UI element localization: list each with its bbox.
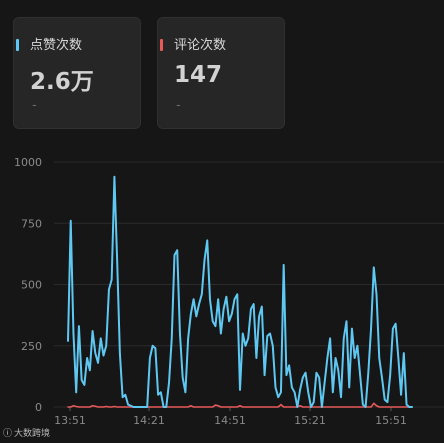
likes-color-marker: [16, 39, 19, 51]
y-tick-label: 1000: [14, 156, 42, 169]
watermark: ⓘ 大数跨境: [3, 426, 50, 439]
likes-stat-card: 点赞次数 2.6万 -: [13, 17, 141, 129]
y-tick-label: 750: [21, 217, 42, 230]
y-tick-label: 250: [21, 340, 42, 353]
comments-value: 147: [174, 62, 223, 88]
chart-series: [67, 175, 413, 408]
chart-grid: [54, 161, 444, 408]
x-tick-label: 14:21: [133, 414, 165, 427]
y-tick-label: 500: [21, 279, 42, 292]
x-tick-label: 15:21: [294, 414, 326, 427]
likes-series-line: [67, 175, 413, 408]
x-tick-label: 15:51: [375, 414, 407, 427]
comments-label: 评论次数: [174, 38, 227, 53]
likes-label: 点赞次数: [30, 38, 83, 53]
likes-change: -: [32, 98, 37, 113]
logo-icon: ⓘ: [3, 429, 13, 439]
x-tick-label: 14:51: [214, 414, 246, 427]
comments-color-marker: [160, 39, 163, 51]
comments-series-line: [67, 402, 413, 408]
y-axis-ticks: 0 250 500 750 1000: [14, 156, 42, 414]
y-tick-label: 0: [35, 401, 42, 414]
x-tick-label: 13:51: [54, 414, 86, 427]
likes-value: 2.6万: [30, 69, 94, 95]
x-axis-ticks: 13:51 14:21 14:51 15:21 15:51: [54, 407, 407, 427]
watermark-text: 大数跨境: [14, 429, 51, 439]
comments-change: -: [176, 98, 181, 113]
comments-stat-card: 评论次数 147 -: [157, 17, 285, 129]
trend-line-chart: 0 250 500 750 1000 13:51 14:21 14:51 15:21 15:51: [14, 156, 444, 427]
